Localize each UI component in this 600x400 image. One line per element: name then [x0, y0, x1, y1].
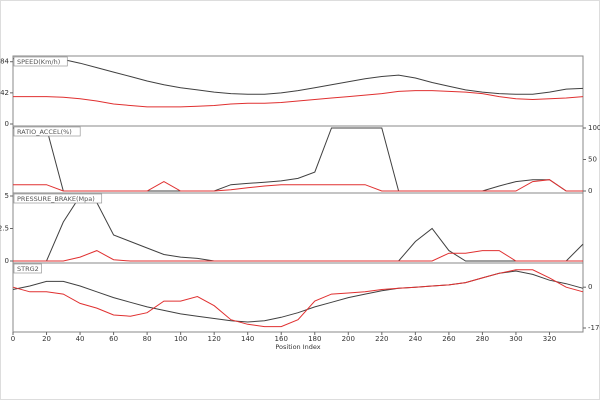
x-tick-label: 20: [42, 335, 51, 343]
panel-title: RATIO_ACCEL(%): [17, 128, 72, 136]
x-tick-label: 220: [375, 335, 388, 343]
x-tick-label: 320: [543, 335, 556, 343]
series-line: [13, 58, 584, 95]
x-tick-label: 40: [76, 335, 85, 343]
x-tick-label: 120: [207, 335, 220, 343]
x-tick-label: 0: [11, 335, 15, 343]
panel-title-box: [13, 193, 103, 204]
y-tick-label: -176: [588, 324, 600, 332]
y-tick-label: 0: [5, 257, 9, 265]
y-tick-label: 84: [0, 58, 9, 66]
x-axis-label: Position Index: [275, 343, 320, 351]
x-tick-label: 80: [143, 335, 152, 343]
x-tick-label: 300: [509, 335, 522, 343]
y-tick-label: 2.5: [0, 225, 9, 233]
series-line: [12, 269, 584, 328]
panel-title: PRESSURE_BRAKE(Mpa): [17, 195, 95, 203]
panel-title: STRG2: [17, 265, 39, 273]
x-tick-label: 140: [241, 335, 254, 343]
x-tick-label: 260: [442, 335, 455, 343]
series-line: [13, 179, 583, 192]
series-line: [13, 250, 583, 262]
y-tick-label: 0: [588, 187, 592, 195]
panel-title-box: [13, 56, 68, 67]
panel-title: SPEED(Km/h): [17, 58, 60, 66]
panel-title-box: [13, 126, 81, 137]
panel-frame: [12, 262, 584, 333]
y-tick-label: 5: [5, 192, 9, 200]
y-tick-label: 100: [588, 124, 600, 132]
y-tick-label: 42: [0, 89, 9, 97]
x-tick-label: 160: [275, 335, 288, 343]
y-tick-label: 50: [588, 156, 597, 164]
y-tick-label: 0: [5, 120, 9, 128]
y-tick-label: 0: [588, 283, 592, 291]
series-line: [13, 90, 584, 108]
panel-title-box: [13, 263, 42, 274]
x-tick-label: 240: [409, 335, 422, 343]
x-tick-label: 200: [342, 335, 355, 343]
x-tick-label: 100: [174, 335, 187, 343]
x-tick-label: 180: [308, 335, 321, 343]
x-tick-label: 280: [476, 335, 489, 343]
x-tick-label: 60: [109, 335, 118, 343]
